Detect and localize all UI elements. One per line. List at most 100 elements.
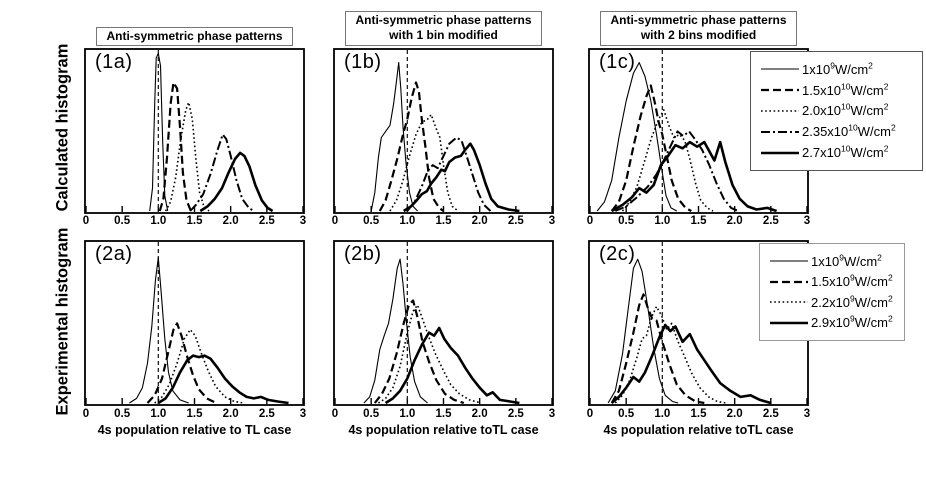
histogram-plot-2b (333, 240, 554, 406)
column-title-line: Anti-symmetric phase patterns (355, 13, 532, 27)
x-tick-labels-1b: 0 0.5 1.0 1.5 2.0 2.5 3 (331, 215, 556, 229)
x-tick-label: 0.5 (618, 215, 635, 227)
axes-frame (84, 240, 305, 406)
x-tick-label: 0 (82, 408, 90, 420)
column-title-wrap-3: Anti-symmetric phase patterns with 2 bins… (588, 11, 809, 46)
axes-frame (333, 240, 554, 406)
x-tick-label: 0 (331, 215, 339, 227)
legend-line-sample-dotted (770, 301, 808, 304)
x-axis-label-2b: 4s population relative toTL case (348, 423, 539, 437)
x-tick-label: 1.0 (399, 408, 416, 420)
legend-entry: 1.5x109W/cm2 (770, 274, 900, 289)
panel-label-2c: (2c) (599, 243, 636, 265)
x-tick-label: 0.5 (363, 408, 380, 420)
column-title-wrap-1: Anti-symmetric phase patterns (84, 27, 305, 47)
x-tick-label: 2.0 (726, 408, 743, 420)
x-tick-label: 1.5 (186, 215, 203, 227)
legend-line-sample-dotted (761, 110, 799, 112)
series-dashed (158, 81, 192, 212)
axes-frame (333, 48, 554, 214)
legend-entry: 2.9x109W/cm2 (770, 315, 900, 330)
column-title-box-1: Anti-symmetric phase patterns (96, 27, 293, 47)
x-tick-label: 2.0 (222, 215, 239, 227)
x-axis-label-2c: 4s population relative toTL case (603, 423, 794, 437)
column-title-line: Anti-symmetric phase patterns (106, 29, 283, 43)
x-tick-label: 0.5 (618, 408, 635, 420)
legend-entry-label: 1x109W/cm2 (802, 60, 873, 77)
x-tick-label: 0.5 (114, 215, 131, 227)
legend-entry: 2.7x1010W/cm2 (761, 145, 918, 160)
x-tick-label: 0 (586, 215, 594, 227)
x-tick-label: 2.0 (471, 215, 488, 227)
x-tick-label: 1.0 (399, 215, 416, 227)
x-tick-label: 2.0 (471, 408, 488, 420)
x-tick-label: 1.5 (690, 408, 707, 420)
row-label-calculated: Calculated histogram (44, 43, 82, 211)
row-label-experimental: Experimental histogram (44, 227, 82, 415)
legend-entry-label: 2.9x109W/cm2 (811, 314, 893, 331)
x-tick-label: 1.5 (690, 215, 707, 227)
legend-entry: 1x109W/cm2 (761, 60, 918, 77)
panel-2a: (2a) (84, 240, 305, 406)
x-tick-label: 1.0 (654, 215, 671, 227)
column-title-box-2: Anti-symmetric phase patterns with 1 bin … (345, 11, 542, 46)
x-tick-label: 0.5 (363, 215, 380, 227)
series-thin-solid (149, 52, 169, 212)
series-dotted (377, 304, 482, 404)
series-thick-solid (610, 323, 772, 405)
legend-entry-label: 2.7x1010W/cm2 (802, 143, 889, 161)
column-title-line: with 1 bin modified (389, 28, 498, 43)
x-tick-labels-1c: 0 0.5 1.0 1.5 2.0 2.5 3 (586, 215, 810, 229)
panel-label-1a: (1a) (95, 51, 133, 73)
x-tick-label: 2.5 (507, 408, 524, 420)
series-thick-solid (157, 354, 289, 405)
x-tick-label: 2.0 (222, 408, 239, 420)
x-tick-labels-2b: 0 0.5 1.0 1.5 2.0 2.5 3 (331, 408, 555, 422)
x-tick-label: 0 (331, 408, 339, 420)
legend-entry: 1.5x1010W/cm2 (761, 82, 918, 98)
x-tick-label: 2.0 (726, 215, 743, 227)
legend-entry: 2.35x1010W/cm2 (761, 124, 918, 139)
histogram-plot-1a (84, 48, 305, 214)
histogram-plot-2a (84, 240, 305, 406)
panel-label-2b: (2b) (344, 243, 382, 265)
column-title-wrap-2: Anti-symmetric phase patterns with 1 bin … (333, 11, 554, 46)
legend-entry: 2.0x1010W/cm2 (761, 103, 918, 118)
x-tick-label: 0.5 (114, 408, 131, 420)
legend-line-sample-dashed (770, 280, 808, 283)
x-tick-label: 3 (548, 215, 556, 227)
x-tick-label: 1.5 (186, 408, 203, 420)
row-label-calculated-text: Calculated histogram (53, 43, 72, 211)
series-thin-solid (363, 258, 428, 404)
legend-line-sample-thin-solid (770, 260, 808, 262)
legend-entry-label: 1.5x109W/cm2 (811, 272, 893, 290)
panel-2b: (2b) (333, 240, 554, 406)
x-tick-label: 3 (803, 408, 811, 420)
x-tick-label: 2.5 (507, 215, 524, 227)
series-thin-solid (370, 62, 418, 212)
panel-label-1c: (1c) (599, 51, 636, 73)
x-tick-label: 2.5 (258, 215, 275, 227)
legend-line-sample-dashed (761, 89, 799, 92)
x-tick-label: 2.5 (258, 408, 275, 420)
x-tick-label: 1.5 (435, 215, 452, 227)
panel-1a: (1a) (84, 48, 305, 214)
series-thin-solid (607, 258, 679, 404)
x-tick-label: 2.5 (762, 215, 779, 227)
x-tick-labels-2c: 0 0.5 1.0 1.5 2.0 2.5 3 (586, 408, 811, 422)
x-tick-label: 1.0 (654, 408, 671, 420)
legend-experimental: 1x109W/cm2 1.5x109W/cm2 2.2x109W/cm2 2.9x10… (759, 243, 905, 341)
legend-line-sample-thick-solid (761, 151, 799, 154)
series-thick-solid (611, 140, 778, 213)
panel-label-1b: (1b) (344, 51, 382, 73)
x-tick-label: 3 (299, 408, 307, 420)
panel-label-2a: (2a) (95, 243, 133, 265)
legend-entry-label: 2.2x109W/cm2 (811, 293, 893, 310)
column-title-box-3: Anti-symmetric phase patterns with 2 bins… (600, 11, 797, 46)
series-dotted (614, 305, 727, 404)
column-title-line: with 2 bins modified (640, 28, 757, 43)
x-tick-label: 0 (586, 408, 594, 420)
legend-calculated: 1x109W/cm2 1.5x1010W/cm2 2.0x1010W/cm2 2.35… (750, 51, 923, 171)
series-dash-dot (406, 136, 492, 212)
column-title-line: Anti-symmetric phase patterns (610, 13, 787, 27)
